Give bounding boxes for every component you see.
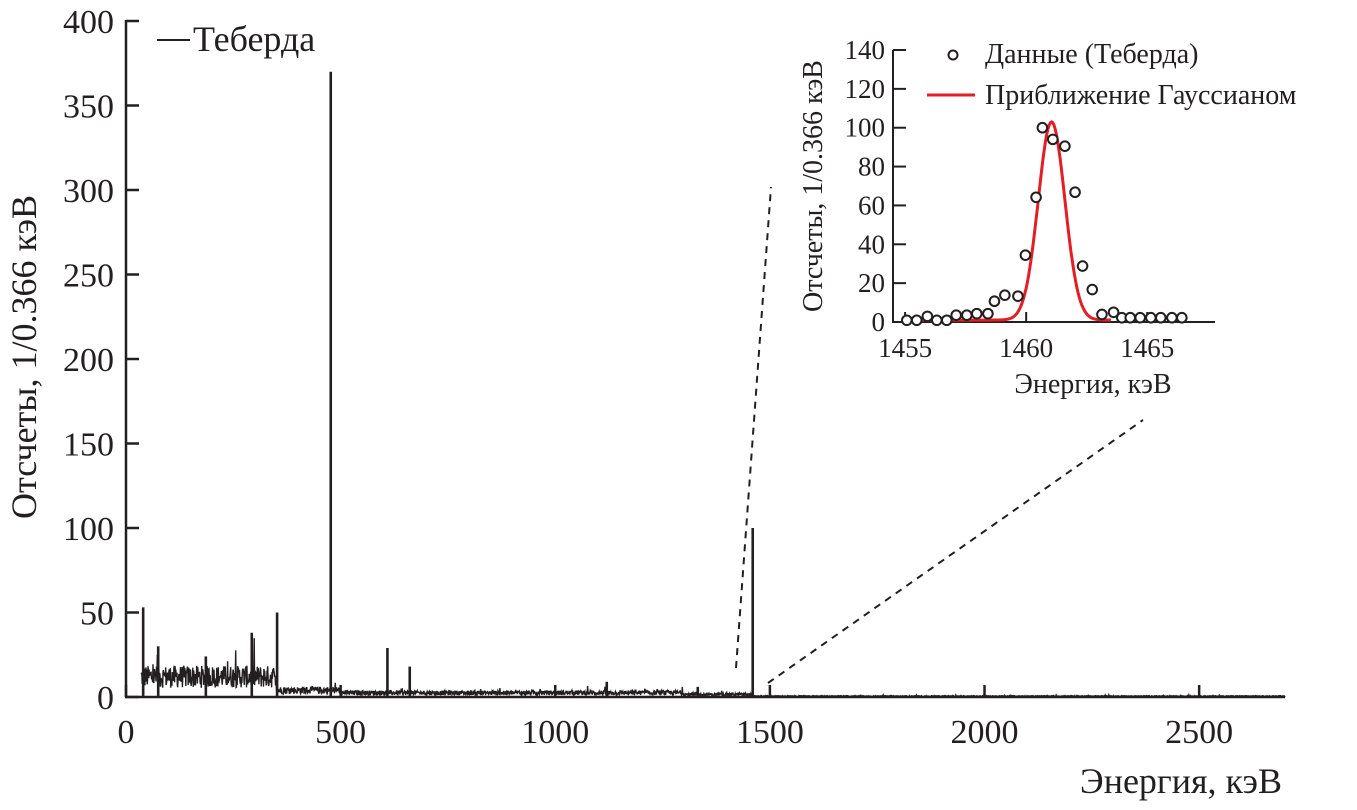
data-point — [1124, 311, 1137, 324]
data-point — [901, 314, 913, 327]
data-point — [988, 295, 1001, 308]
data-point — [1059, 140, 1071, 152]
x-tick-label: 500 — [315, 714, 366, 751]
inset-y-tick-label: 80 — [858, 152, 885, 182]
spectrum-line — [140, 638, 1286, 699]
data-point — [970, 307, 983, 320]
data-point — [1154, 311, 1167, 324]
y-tick-label: 300 — [63, 173, 114, 210]
main-y-axis-label: Отсчеты, 1/0.366 кэВ — [4, 195, 44, 519]
data-point — [982, 307, 994, 320]
inset-y-axis-label: Отсчеты, 1/0.366 кэВ — [798, 60, 829, 312]
y-tick-label: 50 — [80, 596, 114, 633]
inset-y-tick-label: 40 — [858, 229, 885, 259]
inset-y-tick-label: 100 — [845, 113, 886, 143]
data-point — [1145, 311, 1157, 324]
y-tick-label: 150 — [63, 427, 114, 464]
data-point — [999, 289, 1011, 301]
y-tick-label: 100 — [63, 511, 114, 548]
data-point — [1019, 249, 1032, 261]
data-point — [1030, 191, 1042, 204]
data-point — [1134, 311, 1146, 324]
inset-x-tick-label: 1455 — [878, 333, 932, 363]
y-tick-label: 0 — [97, 680, 114, 717]
inset-y-tick-label: 0 — [872, 307, 886, 337]
x-tick-label: 2500 — [1165, 714, 1233, 751]
y-tick-label: 350 — [63, 89, 114, 126]
zoom-guide-right — [767, 419, 1144, 684]
main-plot: 0 500 1000 1500 2000 250005010015020025030035… — [4, 4, 1286, 801]
x-tick-label: 2000 — [951, 714, 1019, 751]
inset-y-tick-label: 120 — [845, 74, 886, 104]
data-point — [1076, 260, 1089, 272]
data-point — [1046, 133, 1059, 146]
inset-x-tick-label: 1460 — [999, 333, 1053, 363]
data-point — [910, 314, 923, 327]
inset-plot: 1455 1460 1465 0 20 40 60 80 100 120 140 Данные (Т… — [798, 35, 1297, 400]
legend-label-data: Данные (Теберда) — [985, 39, 1198, 70]
data-point — [940, 314, 953, 327]
data-point — [950, 309, 962, 322]
inset-y-tick-label: 20 — [858, 268, 885, 298]
legend-label-teberda: Теберда — [193, 19, 315, 59]
data-point — [1096, 308, 1108, 321]
data-point — [1069, 186, 1081, 199]
data-point — [1012, 290, 1024, 302]
x-tick-label: 0 — [118, 714, 135, 751]
zoom-guide-left — [735, 186, 772, 669]
inset-y-tick-label: 140 — [845, 35, 886, 65]
data-point — [1086, 283, 1099, 296]
inset-x-axis-label: Энергия, кэВ — [1014, 369, 1171, 400]
data-point — [1176, 311, 1188, 324]
inset-x-tick-label: 1465 — [1120, 333, 1174, 363]
legend-label-fit: Приближение Гауссианом — [985, 80, 1297, 111]
main-x-axis-label: Энергия, кэВ — [1080, 761, 1282, 801]
data-point — [931, 314, 943, 327]
y-tick-label: 200 — [63, 342, 114, 379]
data-point — [1166, 311, 1178, 324]
x-tick-label: 1500 — [736, 714, 804, 751]
data-point — [921, 310, 934, 323]
inset-y-tick-label: 60 — [858, 190, 885, 220]
data-point — [1036, 121, 1049, 134]
y-tick-label: 400 — [63, 4, 114, 41]
data-point — [1107, 306, 1120, 319]
y-tick-label: 250 — [63, 258, 114, 295]
legend-marker-data — [947, 49, 959, 61]
data-point — [961, 309, 973, 322]
x-tick-label: 1000 — [521, 714, 589, 751]
